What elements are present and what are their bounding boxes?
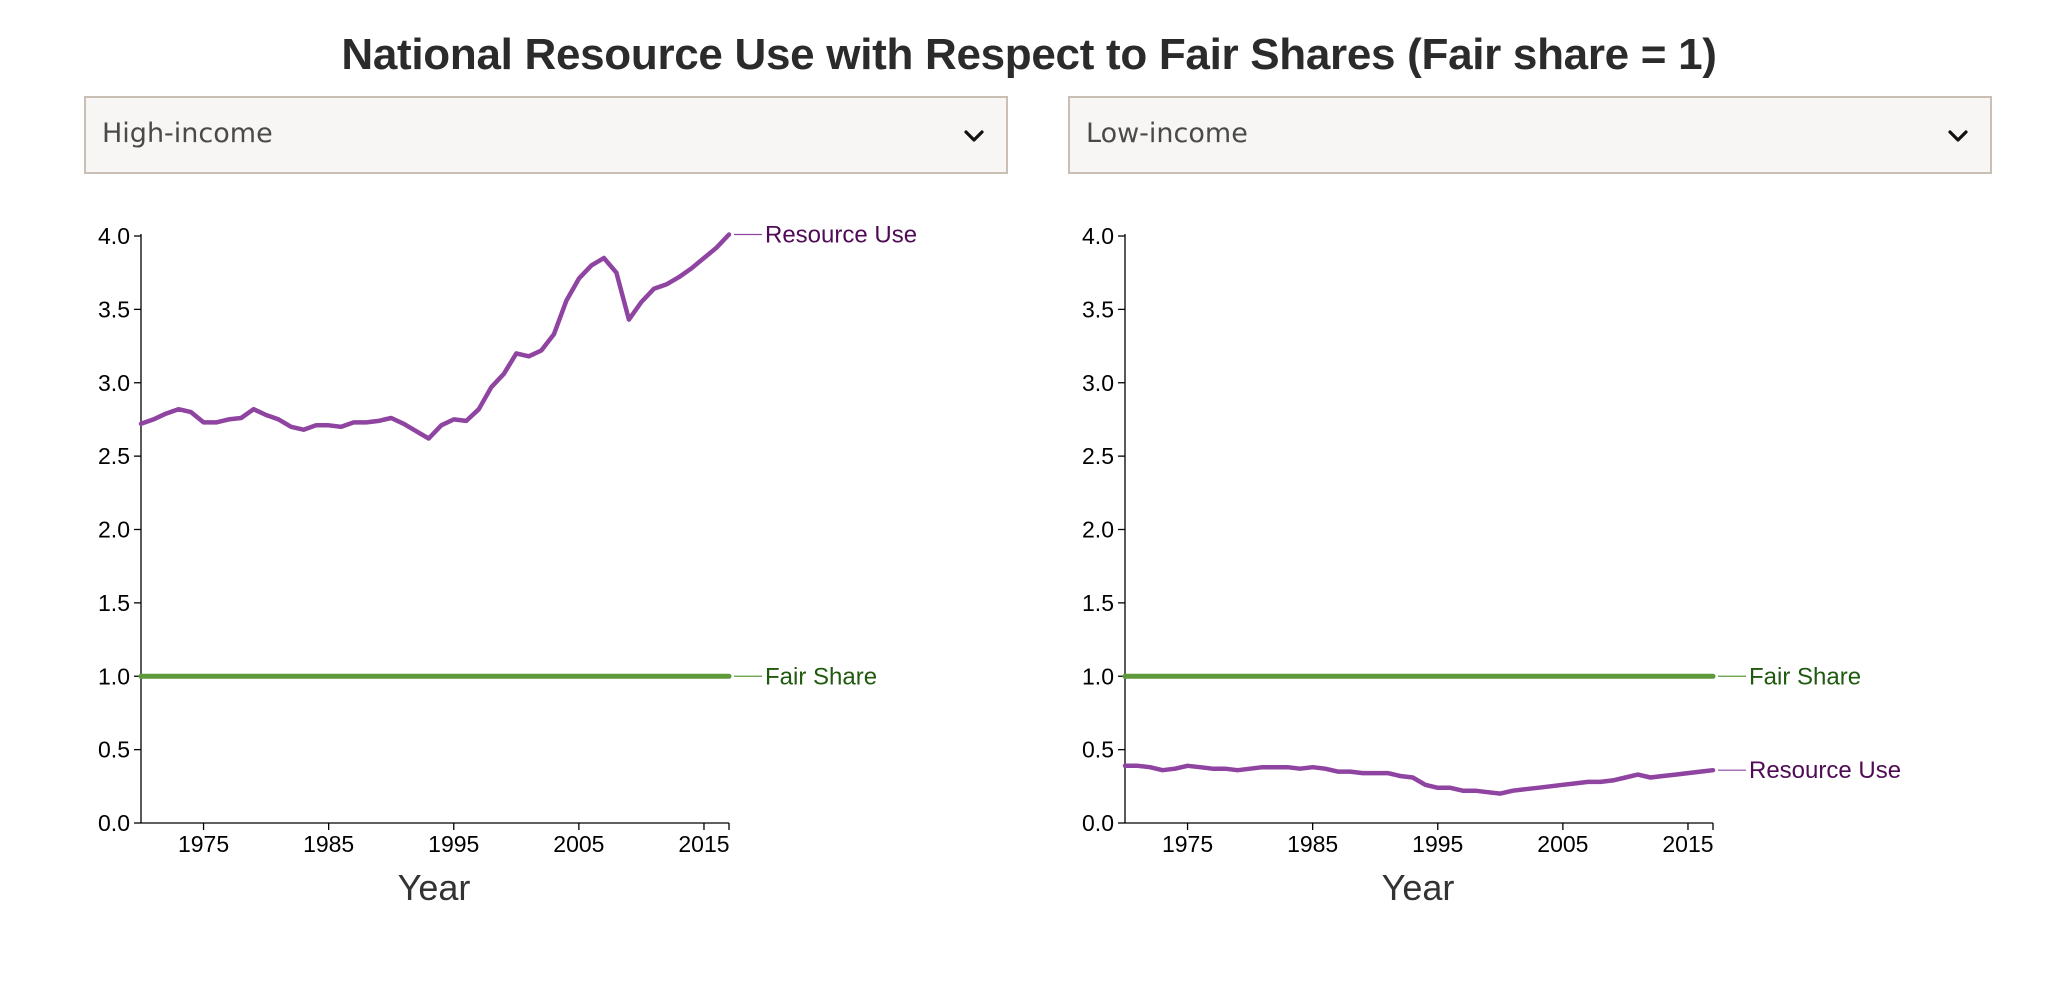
x-axis-title: Year — [398, 867, 471, 908]
y-tick-label: 1.0 — [98, 663, 130, 689]
y-tick-label: 1.5 — [1082, 590, 1114, 616]
resource-use-line — [1122, 763, 1716, 796]
y-tick-label: 2.5 — [1082, 443, 1114, 469]
x-tick-label: 1985 — [303, 831, 354, 857]
x-tick-label: 1975 — [178, 831, 229, 857]
x-tick-label: 1985 — [1287, 831, 1338, 857]
x-tick-label: 2005 — [1537, 831, 1588, 857]
dropdown-selected-value: Low-income — [1086, 118, 1248, 149]
y-tick-label: 0.0 — [98, 810, 130, 836]
x-tick-label: 2015 — [678, 831, 729, 857]
x-axis-title: Year — [1382, 867, 1455, 908]
y-tick-label: 0.5 — [98, 737, 130, 763]
x-tick-label: 2015 — [1662, 831, 1713, 857]
income-group-select-right[interactable]: Low-income — [1068, 96, 1992, 174]
y-tick-label: 2.0 — [1082, 517, 1114, 543]
x-tick-label: 1975 — [1162, 831, 1213, 857]
y-tick-label: 0.0 — [1082, 810, 1114, 836]
fair-share-label: Fair Share — [1749, 663, 1861, 690]
y-tick-label: 4.0 — [98, 223, 130, 249]
resource-use-label: Resource Use — [1749, 757, 1901, 784]
dropdown-selected-value: High-income — [102, 118, 273, 149]
y-tick-label: 0.5 — [1082, 737, 1114, 763]
resource-use-label: Resource Use — [765, 222, 917, 249]
y-tick-label: 1.5 — [98, 590, 130, 616]
y-tick-label: 1.0 — [1082, 663, 1114, 689]
x-tick-label: 1995 — [1412, 831, 1463, 857]
y-tick-label: 4.0 — [1082, 223, 1114, 249]
chart-low-income: 0.0 0.5 1.0 1.5 2.0 2.5 3.0 3.5 4.0 1975 1985 1995 2… — [1082, 223, 1901, 908]
chart-high-income: 0.0 0.5 1.0 1.5 2.0 2.5 3.0 3.5 4.0 1975 1985 1995 2… — [98, 222, 917, 908]
resource-use-line — [138, 232, 732, 441]
income-group-select-left[interactable]: High-income — [84, 96, 1008, 174]
x-tick-label: 2005 — [553, 831, 604, 857]
y-tick-label: 3.5 — [98, 296, 130, 322]
y-tick-label: 3.0 — [98, 370, 130, 396]
y-tick-label: 3.0 — [1082, 370, 1114, 396]
y-tick-label: 2.0 — [98, 517, 130, 543]
chevron-down-icon — [1948, 130, 1968, 142]
x-tick-label: 1995 — [428, 831, 479, 857]
fair-share-label: Fair Share — [765, 663, 877, 690]
y-tick-label: 2.5 — [98, 443, 130, 469]
page-title: National Resource Use with Respect to Fa… — [341, 30, 1717, 79]
chevron-down-icon — [964, 130, 984, 142]
y-tick-label: 3.5 — [1082, 296, 1114, 322]
